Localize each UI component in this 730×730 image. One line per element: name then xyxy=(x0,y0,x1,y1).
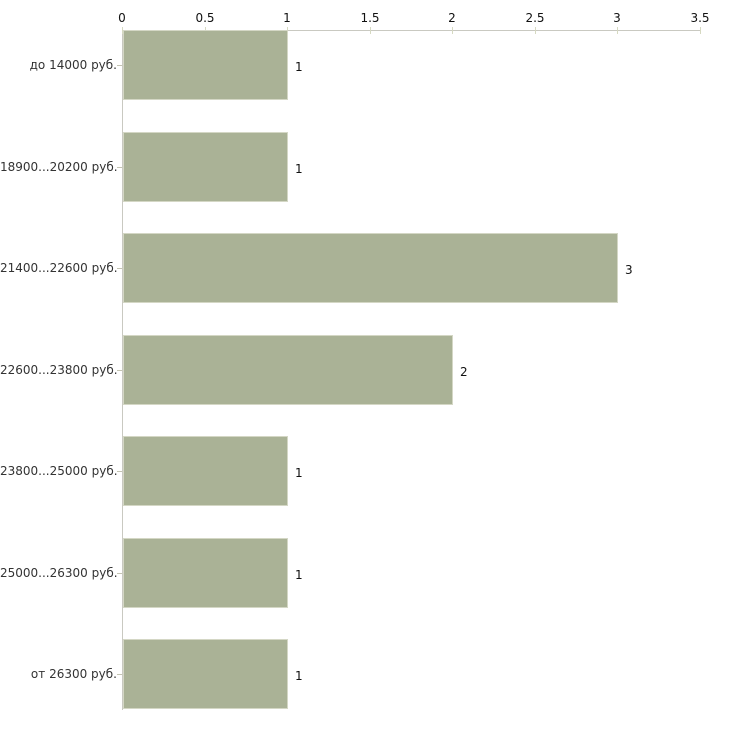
category-tick xyxy=(117,65,122,66)
bar-value-label: 1 xyxy=(295,162,303,176)
category-label: 18900...20200 руб. xyxy=(0,160,118,174)
x-tick-label: 0.5 xyxy=(195,11,215,25)
category-tick xyxy=(117,573,122,574)
x-tick-mark xyxy=(452,27,453,34)
x-axis-line xyxy=(122,30,701,31)
bar-value-label: 3 xyxy=(625,263,633,277)
category-tick xyxy=(117,471,122,472)
bar xyxy=(123,436,288,506)
category-label: до 14000 руб. xyxy=(29,58,117,72)
x-tick-label: 1.5 xyxy=(360,11,380,25)
x-tick-label: 0 xyxy=(118,11,126,25)
category-label: 22600...23800 руб. xyxy=(0,363,118,377)
bar xyxy=(123,538,288,608)
category-tick xyxy=(117,370,122,371)
bar xyxy=(123,639,288,709)
bar-value-label: 1 xyxy=(295,466,303,480)
x-tick-mark xyxy=(370,27,371,34)
x-tick-label: 3 xyxy=(613,11,621,25)
bar-value-label: 1 xyxy=(295,60,303,74)
category-label: 25000...26300 руб. xyxy=(0,566,118,580)
x-tick-label: 3.5 xyxy=(690,11,710,25)
category-tick xyxy=(117,674,122,675)
bar xyxy=(123,233,618,303)
x-tick-label: 2 xyxy=(448,11,456,25)
bar xyxy=(123,30,288,100)
y-axis-line xyxy=(122,30,123,710)
x-tick-mark xyxy=(617,27,618,34)
category-label: от 26300 руб. xyxy=(30,667,117,681)
category-tick xyxy=(117,268,122,269)
x-tick-mark xyxy=(535,27,536,34)
x-tick-label: 2.5 xyxy=(525,11,545,25)
bar xyxy=(123,132,288,202)
category-label: 21400...22600 руб. xyxy=(0,261,118,275)
category-label: 23800...25000 руб. xyxy=(0,464,118,478)
bar-value-label: 1 xyxy=(295,669,303,683)
bar-value-label: 2 xyxy=(460,365,468,379)
x-tick-mark xyxy=(700,27,701,34)
bar-value-label: 1 xyxy=(295,568,303,582)
x-tick-mark xyxy=(122,27,123,34)
x-tick-label: 1 xyxy=(283,11,291,25)
bar xyxy=(123,335,453,405)
category-tick xyxy=(117,167,122,168)
